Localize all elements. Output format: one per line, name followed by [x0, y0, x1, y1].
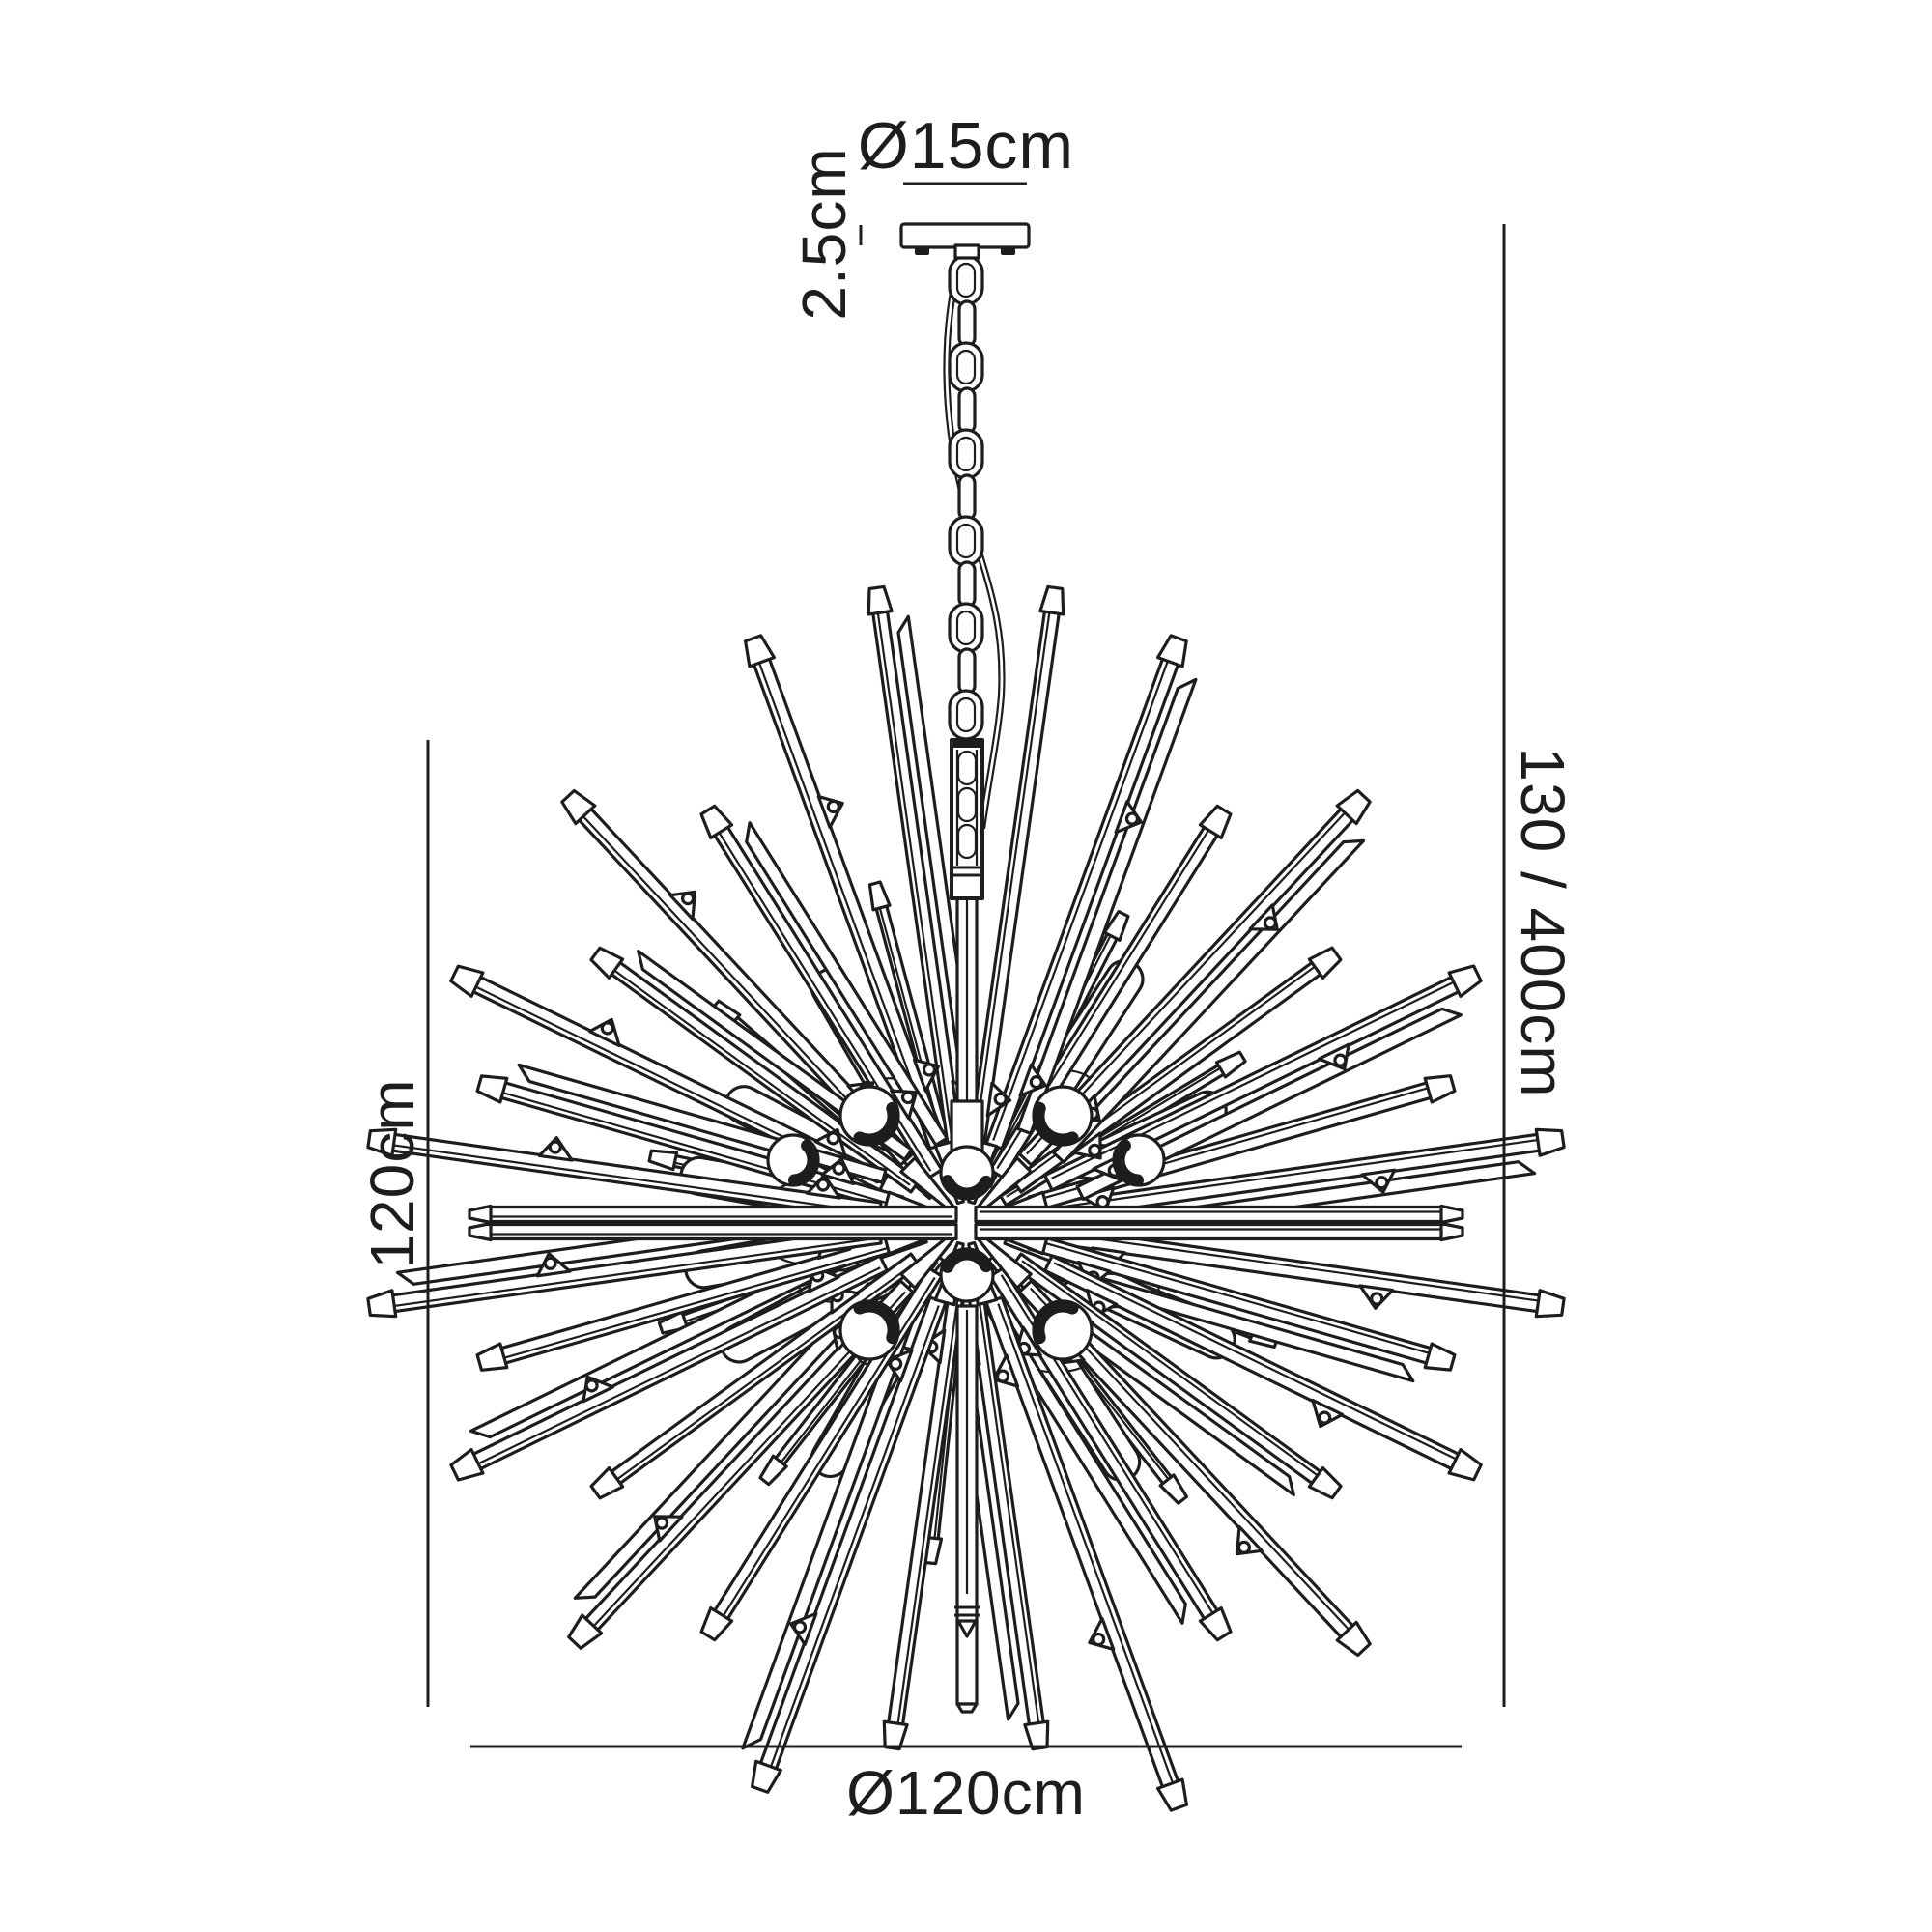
- canopy-collar: [953, 243, 980, 260]
- label-drop-height: 130 / 400cm: [1508, 747, 1577, 1097]
- ceiling-canopy: [899, 222, 1031, 260]
- central-stem-rod: [939, 895, 995, 1714]
- dimension-lines: [426, 182, 1506, 1748]
- label-body-diameter: Ø120cm: [846, 1758, 1086, 1828]
- label-canopy-height: 2.5cm: [789, 147, 859, 320]
- lamp-holder-circles: [766, 1085, 1166, 1361]
- horizontal-rod-pair: [468, 1204, 1464, 1242]
- label-body-height: 120cm: [357, 1078, 427, 1268]
- canopy-screw-right: [1001, 246, 1015, 255]
- canopy-screw-left: [915, 246, 929, 255]
- label-canopy-diameter: Ø15cm: [858, 109, 1074, 183]
- suspension-chain: [943, 251, 1006, 900]
